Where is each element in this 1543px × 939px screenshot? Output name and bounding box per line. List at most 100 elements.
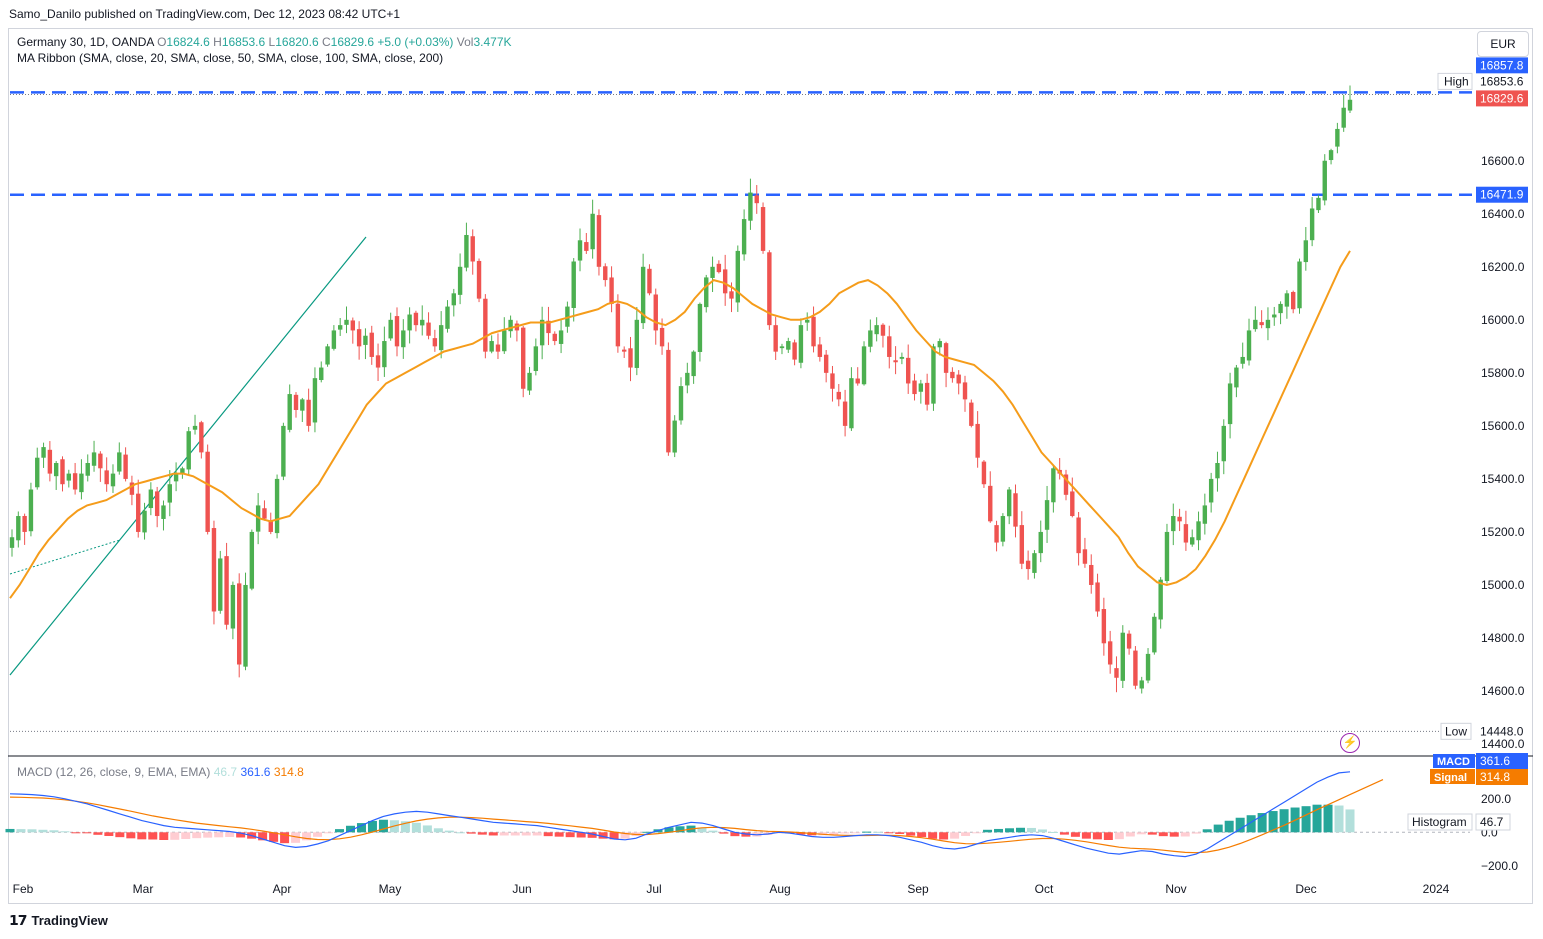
macd-histogram-bar — [488, 832, 498, 836]
macd-histogram-bar — [269, 832, 279, 842]
candle-body — [382, 341, 387, 368]
macd-histogram-bar — [609, 832, 619, 840]
macd-histogram-bar — [510, 832, 520, 836]
candle-body — [173, 473, 179, 482]
candle-body — [1208, 478, 1214, 503]
currency-button[interactable]: EUR — [1477, 31, 1529, 57]
lightning-icon[interactable]: ⚡ — [1340, 733, 1360, 753]
macd-histogram-bar — [477, 832, 487, 835]
macd-histogram-bar — [499, 832, 509, 836]
candle-body — [363, 335, 368, 345]
macd-histogram-bar — [1092, 832, 1102, 840]
signal-line — [9, 779, 1384, 854]
candle-body — [426, 322, 431, 336]
macd-histogram-bar — [203, 832, 213, 838]
macd-histogram-bar — [1345, 809, 1355, 833]
candle-body — [192, 425, 198, 430]
candle-body — [1341, 107, 1346, 128]
candle-body — [584, 242, 589, 251]
candle-body — [596, 215, 602, 267]
candle-body — [1025, 560, 1031, 570]
candle-body — [691, 351, 696, 377]
level-mid-badge-bg — [1476, 186, 1528, 203]
candle-body — [337, 325, 343, 330]
candle-body — [375, 355, 381, 368]
candle-body — [142, 510, 147, 533]
candle-body — [893, 360, 898, 363]
candle-body — [779, 346, 785, 349]
candle-body — [495, 344, 501, 352]
candle-body — [180, 468, 185, 474]
candle-body — [697, 303, 703, 352]
macd-histogram-bar — [862, 831, 872, 833]
candle-body — [1019, 525, 1025, 564]
candle-body — [47, 449, 53, 474]
macd-histogram-bar — [1268, 811, 1278, 833]
candle-body — [659, 327, 665, 347]
macd-histogram-bar — [917, 832, 927, 837]
high-label-bg — [1437, 72, 1473, 90]
low-badge: 14448.0 — [1480, 724, 1524, 738]
macd-histogram-bar — [675, 826, 685, 833]
candle-body — [710, 266, 715, 278]
candle-body — [502, 330, 507, 352]
candle-body — [950, 371, 955, 379]
candle-body — [1152, 616, 1157, 653]
candle-body — [962, 382, 968, 400]
macd-histogram-bar — [1202, 829, 1212, 833]
macd-histogram-bar — [170, 832, 180, 840]
candle-body — [918, 383, 924, 392]
symbol-legend: Germany 30, 1D, OANDA O16824.6 H16853.6 … — [17, 34, 512, 50]
candle-body — [249, 531, 255, 589]
candle-body — [521, 327, 526, 389]
macd-histogram-bar — [1114, 832, 1124, 840]
open-value: 16824.6 — [166, 35, 210, 49]
macd-histogram-bar — [1125, 832, 1135, 837]
candle-body — [590, 213, 595, 250]
macd-histogram-bar — [708, 830, 718, 833]
candle-body — [571, 261, 576, 308]
candle-body — [792, 342, 797, 360]
candle-body — [975, 423, 980, 458]
time-tick-label: 2024 — [1423, 882, 1450, 896]
macd-histogram-bar — [1213, 824, 1223, 833]
candle-body — [1120, 632, 1125, 681]
time-tick-label: Jun — [512, 882, 531, 896]
candle-body — [1164, 531, 1170, 582]
candle-body — [672, 420, 677, 453]
candle-body — [1190, 537, 1195, 545]
candle-body — [1076, 517, 1081, 554]
candle-body — [66, 473, 72, 481]
macd-histogram-bar — [148, 832, 158, 840]
macd-histogram-bar — [1257, 813, 1267, 833]
macd-histogram-bar — [1169, 832, 1179, 837]
macd-histogram-bar — [93, 832, 103, 835]
footer-brand[interactable]: 𝟭𝟳 TradingView — [9, 912, 108, 929]
candle-body — [91, 452, 97, 466]
macd-histogram-bar — [1103, 832, 1113, 840]
candle-body — [1284, 293, 1290, 307]
macd-histogram-bar — [433, 828, 443, 833]
macd-histogram-bar — [939, 832, 949, 840]
candle-body — [722, 269, 728, 294]
candle-body — [255, 505, 261, 532]
vol-value: 3.477K — [473, 35, 512, 49]
candle-body — [1126, 633, 1132, 649]
candle-body — [906, 357, 911, 384]
macd-histogram-bar — [367, 820, 377, 833]
candle-body — [969, 402, 974, 426]
time-tick-label: Mar — [133, 882, 154, 896]
candle-body — [1107, 641, 1113, 665]
candle-body — [325, 346, 330, 365]
candle-body — [1246, 330, 1252, 361]
candle-body — [868, 330, 873, 347]
macd-histogram-bar — [38, 829, 48, 833]
open-label: O — [157, 35, 167, 49]
macd-histogram-bar — [1235, 817, 1245, 833]
candle-body — [1202, 505, 1208, 524]
candle-body — [729, 291, 734, 299]
high-badge: 16853.6 — [1480, 74, 1524, 88]
candle-body — [754, 195, 759, 204]
macd-histogram-bar — [829, 832, 839, 835]
